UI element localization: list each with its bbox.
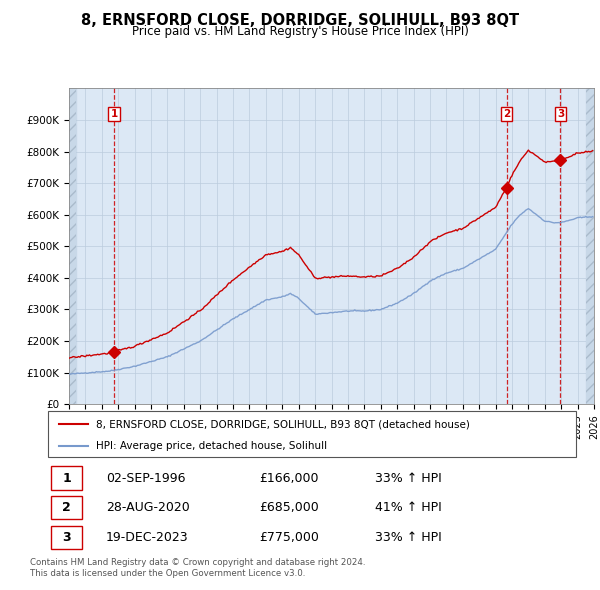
Text: 1: 1 [62, 471, 71, 484]
Text: 3: 3 [62, 531, 71, 544]
Text: 33% ↑ HPI: 33% ↑ HPI [376, 531, 442, 544]
FancyBboxPatch shape [50, 526, 82, 549]
Bar [69, 0, 76, 404]
Text: £166,000: £166,000 [259, 471, 319, 484]
Text: 2: 2 [62, 502, 71, 514]
Text: 8, ERNSFORD CLOSE, DORRIDGE, SOLIHULL, B93 8QT (detached house): 8, ERNSFORD CLOSE, DORRIDGE, SOLIHULL, B… [95, 419, 469, 429]
Text: 41% ↑ HPI: 41% ↑ HPI [376, 502, 442, 514]
Text: Price paid vs. HM Land Registry's House Price Index (HPI): Price paid vs. HM Land Registry's House … [131, 25, 469, 38]
Text: 2: 2 [503, 109, 510, 119]
Text: 28-AUG-2020: 28-AUG-2020 [106, 502, 190, 514]
Text: £775,000: £775,000 [259, 531, 319, 544]
Text: 1: 1 [110, 109, 118, 119]
Text: 02-SEP-1996: 02-SEP-1996 [106, 471, 185, 484]
Bar [69, 88, 76, 404]
Text: 19-DEC-2023: 19-DEC-2023 [106, 531, 189, 544]
FancyBboxPatch shape [48, 411, 576, 457]
FancyBboxPatch shape [50, 496, 82, 519]
Text: HPI: Average price, detached house, Solihull: HPI: Average price, detached house, Soli… [95, 441, 326, 451]
Text: 8, ERNSFORD CLOSE, DORRIDGE, SOLIHULL, B93 8QT: 8, ERNSFORD CLOSE, DORRIDGE, SOLIHULL, B… [81, 13, 519, 28]
Bar [586, 0, 600, 404]
FancyBboxPatch shape [50, 467, 82, 490]
Text: 3: 3 [557, 109, 564, 119]
Text: This data is licensed under the Open Government Licence v3.0.: This data is licensed under the Open Gov… [30, 569, 305, 578]
Text: 33% ↑ HPI: 33% ↑ HPI [376, 471, 442, 484]
Text: Contains HM Land Registry data © Crown copyright and database right 2024.: Contains HM Land Registry data © Crown c… [30, 558, 365, 566]
Text: £685,000: £685,000 [259, 502, 319, 514]
Bar [586, 88, 594, 404]
